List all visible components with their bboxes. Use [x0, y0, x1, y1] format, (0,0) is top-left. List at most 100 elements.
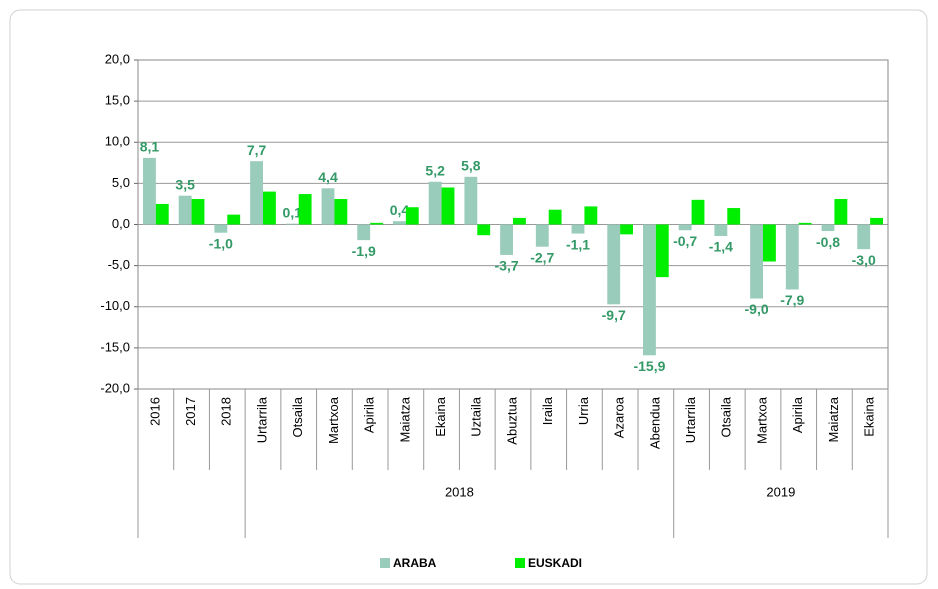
bar	[250, 161, 263, 225]
data-label: 0,4	[390, 202, 410, 218]
data-label: -2,7	[530, 249, 554, 265]
x-tick-label: Abendua	[647, 396, 662, 449]
data-label: 0,1	[283, 204, 303, 220]
bar	[821, 224, 835, 232]
data-label: 8,1	[140, 139, 160, 155]
bar	[441, 187, 455, 225]
bar	[834, 199, 848, 225]
data-label: -1,1	[566, 236, 590, 252]
x-tick-label: Iraila	[540, 396, 555, 425]
x-tick-label: Azaroa	[612, 396, 627, 438]
y-tick-label: 20,0	[105, 51, 130, 66]
x-tick-label: Maiatza	[826, 396, 841, 442]
chart-frame	[9, 9, 928, 585]
data-label: -7,9	[780, 292, 804, 308]
x-tick-label: Ekaina	[862, 396, 877, 437]
x-tick-label: 2017	[183, 397, 198, 426]
bar	[393, 221, 406, 225]
bar	[143, 157, 156, 225]
bar	[321, 188, 335, 225]
bar	[370, 222, 383, 225]
bar	[798, 222, 812, 225]
bar	[763, 224, 776, 262]
data-label: 5,2	[425, 162, 445, 178]
x-tick-label: Otsaila	[290, 396, 305, 437]
legend-label: EUSKADI	[528, 556, 582, 570]
bar	[477, 224, 491, 236]
bar	[334, 199, 348, 225]
bar	[191, 199, 205, 225]
data-label: -1,9	[352, 243, 376, 259]
y-tick-label: 5,0	[112, 175, 130, 190]
data-label: -1,0	[209, 235, 233, 251]
x-tick-label: Ekaina	[433, 396, 448, 437]
group-label: 2019	[766, 484, 795, 499]
data-label: -1,4	[709, 239, 733, 255]
bar	[571, 224, 585, 234]
bar	[691, 199, 705, 225]
legend-label: ARABA	[393, 556, 437, 570]
bar	[714, 224, 728, 237]
y-tick-label: -5,0	[108, 257, 130, 272]
data-label: 3,5	[175, 176, 195, 192]
x-tick-label: 2018	[219, 397, 234, 426]
y-tick-label: -15,0	[100, 339, 130, 354]
bar	[285, 223, 299, 225]
bar	[535, 224, 549, 247]
y-tick-label: -10,0	[100, 298, 130, 313]
bar	[298, 194, 312, 225]
bar	[214, 224, 228, 233]
bar	[584, 206, 598, 225]
legend-swatch	[515, 558, 525, 568]
y-tick-label: -20,0	[100, 380, 130, 395]
bar	[678, 224, 692, 231]
data-label: -3,7	[495, 258, 519, 274]
bar	[263, 191, 276, 225]
bar	[428, 181, 442, 225]
legend-swatch	[380, 558, 390, 568]
x-tick-label: 2016	[147, 397, 162, 426]
bar	[750, 224, 763, 299]
data-label: -3,0	[852, 252, 876, 268]
x-tick-label: Otsaila	[719, 396, 734, 437]
bar	[548, 209, 562, 225]
bar	[178, 195, 192, 225]
bar	[607, 224, 621, 305]
x-tick-label: Martxoa	[754, 396, 769, 444]
group-label: 2018	[445, 484, 474, 499]
bar	[655, 224, 669, 278]
bar	[727, 208, 741, 225]
bar	[643, 224, 656, 356]
x-tick-label: Maiatza	[397, 396, 412, 442]
y-tick-label: 0,0	[112, 216, 130, 231]
y-tick-label: 10,0	[105, 134, 130, 149]
x-tick-label: Apirila	[790, 396, 805, 433]
bar	[620, 224, 633, 235]
bar	[227, 214, 241, 225]
x-tick-label: Urtarrila	[683, 396, 698, 443]
bar	[870, 217, 883, 225]
data-label: 5,8	[461, 157, 481, 173]
data-label: 4,4	[318, 169, 338, 185]
plot-border	[137, 59, 889, 390]
x-tick-label: Urria	[576, 396, 591, 425]
bar	[500, 224, 513, 255]
x-tick-label: Urtarrila	[254, 396, 269, 443]
data-label: -0,8	[816, 234, 840, 250]
x-tick-label: Apirila	[362, 396, 377, 433]
bar	[155, 203, 169, 225]
y-tick-label: 15,0	[105, 93, 130, 108]
bar	[857, 224, 871, 250]
data-label: -9,7	[602, 307, 626, 323]
bar	[405, 207, 419, 225]
bar	[513, 217, 526, 225]
x-tick-label: Martxoa	[326, 396, 341, 444]
x-tick-label: Abuztua	[504, 396, 519, 444]
data-label: -0,7	[673, 233, 697, 249]
bar	[464, 176, 478, 225]
data-label: 7,7	[247, 142, 267, 158]
bar	[785, 224, 799, 290]
x-tick-label: Uztaila	[469, 396, 484, 437]
data-label: -9,0	[745, 301, 769, 317]
